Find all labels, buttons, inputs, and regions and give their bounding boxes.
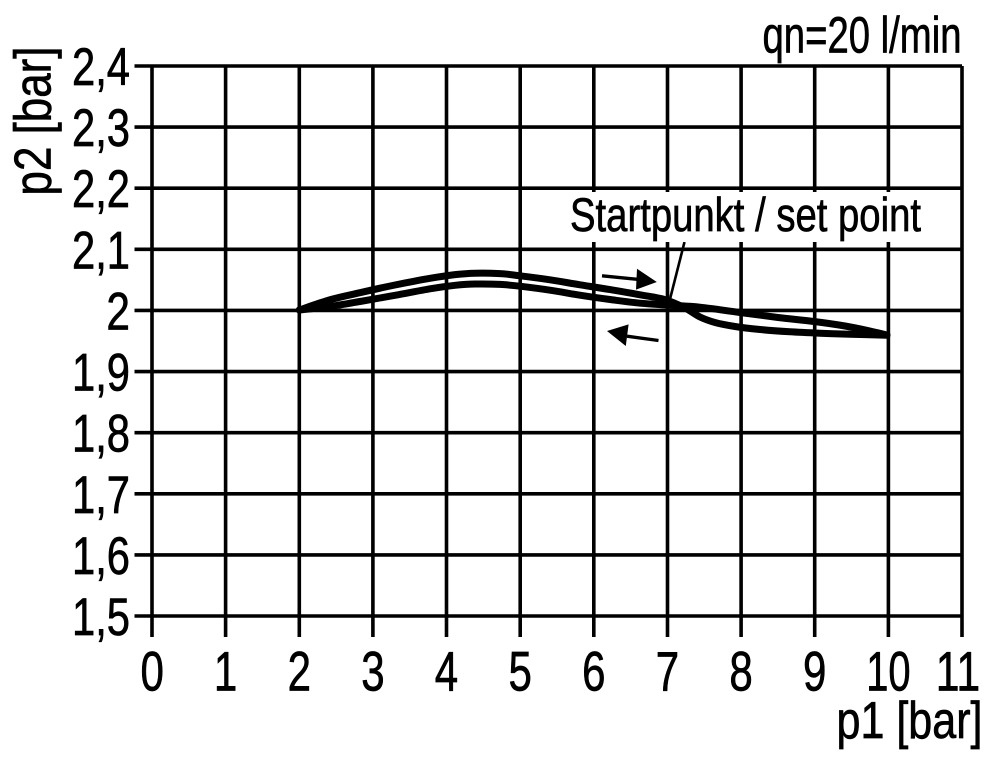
svg-text:3: 3 <box>361 640 384 703</box>
svg-text:p1 [bar]: p1 [bar] <box>837 692 983 750</box>
svg-text:8: 8 <box>729 640 752 703</box>
svg-text:2,1: 2,1 <box>72 221 130 280</box>
svg-text:p2 [bar]: p2 [bar] <box>4 47 62 196</box>
svg-text:Startpunkt / set point: Startpunkt / set point <box>570 189 921 242</box>
svg-text:1,9: 1,9 <box>72 344 130 403</box>
svg-text:2,4: 2,4 <box>72 38 130 97</box>
svg-text:9: 9 <box>803 640 826 703</box>
svg-text:0: 0 <box>141 640 164 703</box>
svg-text:1: 1 <box>214 640 237 703</box>
svg-text:2,2: 2,2 <box>72 160 130 219</box>
svg-text:2: 2 <box>106 282 130 341</box>
svg-text:1,6: 1,6 <box>72 527 130 586</box>
svg-text:2: 2 <box>288 640 311 703</box>
svg-text:1,8: 1,8 <box>72 405 130 464</box>
svg-text:4: 4 <box>435 640 458 703</box>
svg-text:7: 7 <box>656 640 679 703</box>
svg-text:1,7: 1,7 <box>72 466 130 525</box>
svg-text:2,3: 2,3 <box>72 99 130 158</box>
svg-text:5: 5 <box>509 640 532 703</box>
svg-text:10: 10 <box>866 640 910 703</box>
svg-text:1,5: 1,5 <box>72 588 130 647</box>
svg-text:qn=20 l/min: qn=20 l/min <box>763 7 962 64</box>
svg-text:6: 6 <box>582 640 605 703</box>
svg-text:11: 11 <box>936 640 980 703</box>
